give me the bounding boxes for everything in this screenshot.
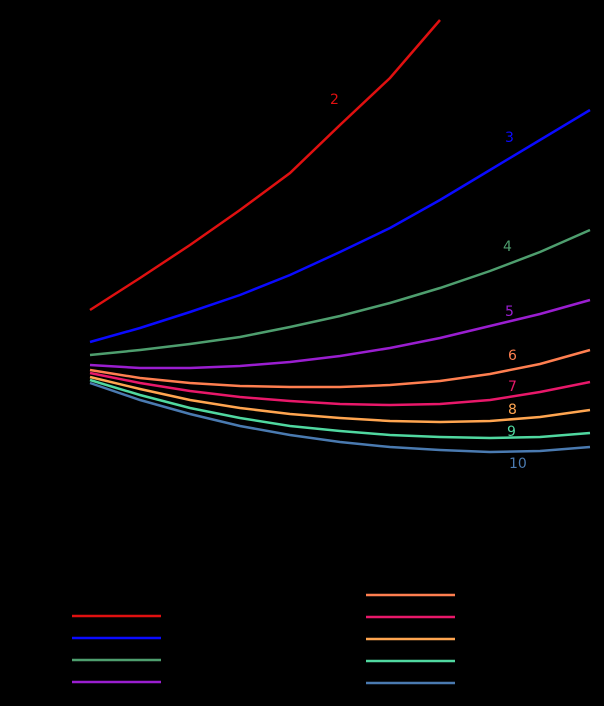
series-line	[89, 375, 591, 424]
series-label: 3	[505, 130, 514, 146]
series-label: 4	[503, 239, 512, 255]
series-label: 7	[508, 379, 517, 395]
series-line	[89, 108, 591, 344]
series-line	[89, 378, 591, 440]
series-line	[89, 381, 591, 454]
series-line	[89, 348, 591, 389]
series-label: 6	[508, 348, 517, 364]
series-label: 2	[330, 92, 339, 108]
series-line	[89, 298, 591, 370]
series-line	[89, 371, 591, 407]
series-line	[89, 228, 591, 357]
series-label: 8	[508, 402, 517, 418]
series-label: 10	[509, 456, 527, 472]
series-label: 5	[505, 304, 514, 320]
series-label: 9	[507, 424, 516, 440]
series-line	[89, 19, 441, 312]
